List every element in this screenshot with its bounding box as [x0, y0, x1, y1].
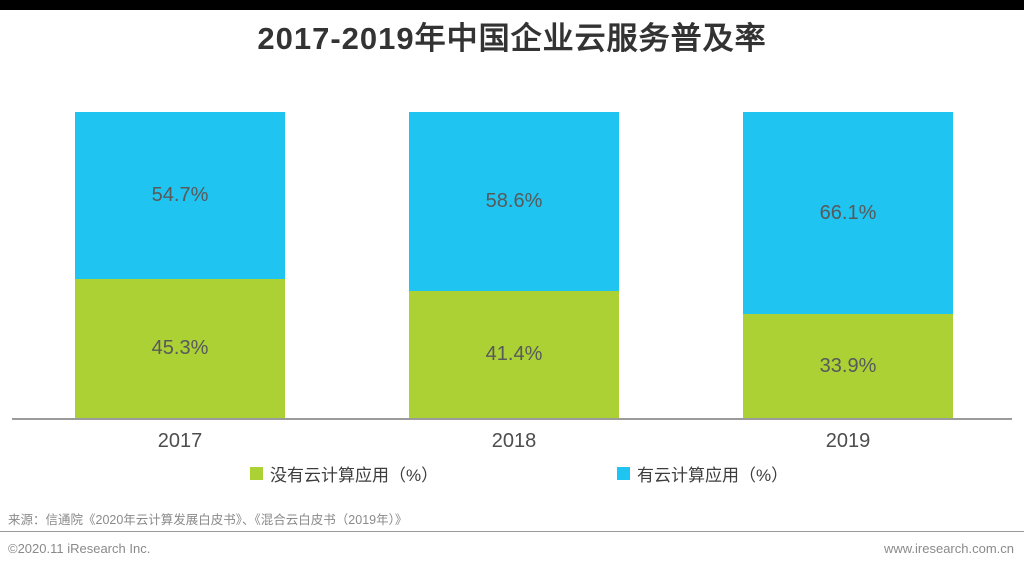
bar-value-label: 54.7% — [151, 184, 209, 207]
source-note: 来源：信通院《2020年云计算发展白皮书》、《混合云白皮书（2019年）》 — [8, 513, 408, 527]
chart-title: 2017-2019年中国企业云服务普及率 — [257, 21, 767, 56]
footer-divider — [0, 531, 1024, 532]
x-axis-label: 2018 — [491, 430, 537, 452]
bar-value-label: 41.4% — [485, 343, 543, 366]
legend-item-no-cloud: 没有云计算应用（%） — [250, 461, 438, 486]
bar-value-label: 66.1% — [819, 201, 877, 224]
bar-segment: 54.7% — [75, 112, 285, 280]
website-text: www.iresearch.com.cn — [883, 541, 1014, 556]
bar-value-label: 33.9% — [819, 354, 877, 377]
bar-segment: 58.6% — [409, 112, 619, 292]
bar-segment: 41.4% — [409, 291, 619, 418]
x-axis-label: 2017 — [157, 430, 203, 452]
legend-label: 没有云计算应用（%） — [270, 466, 439, 485]
legend-swatch-green — [250, 467, 263, 480]
x-axis-line — [12, 418, 1012, 420]
bar-segment: 33.9% — [743, 314, 953, 418]
legend-swatch-blue — [617, 467, 630, 480]
bar-segment: 66.1% — [743, 112, 953, 315]
legend-item-has-cloud: 有云计算应用（%） — [617, 461, 788, 486]
top-black-bar — [0, 0, 1024, 10]
bar-value-label: 58.6% — [485, 190, 543, 213]
bar-segment: 45.3% — [75, 279, 285, 418]
copyright-text: ©2020.11 iResearch Inc. — [8, 541, 151, 556]
bar-value-label: 45.3% — [151, 337, 209, 360]
legend-label: 有云计算应用（%） — [637, 466, 789, 485]
x-axis-label: 2019 — [825, 430, 871, 452]
